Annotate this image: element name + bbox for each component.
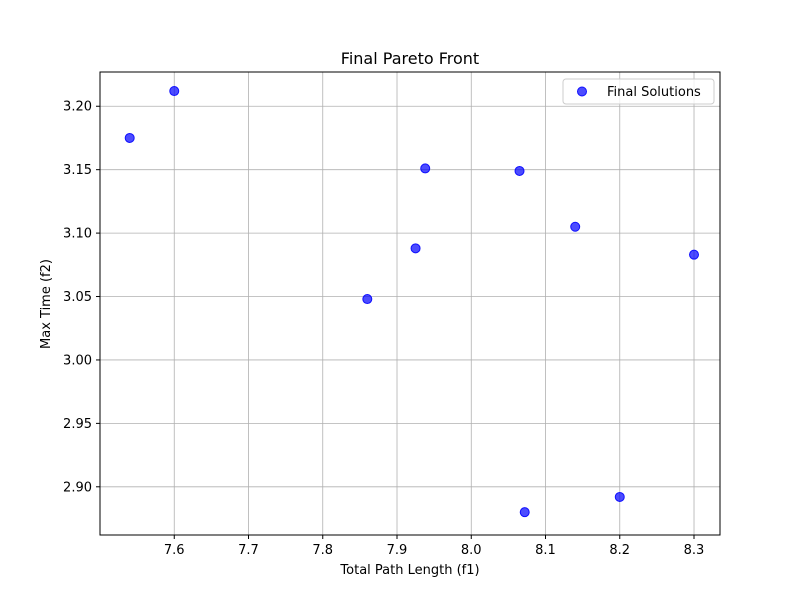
data-point: [519, 507, 530, 518]
y-tick-label: 2.95: [63, 417, 92, 432]
legend-box: [562, 78, 715, 105]
x-tick-label: 8.0: [461, 543, 482, 558]
legend: Final Solutions: [562, 78, 715, 105]
x-tick-label: 7.9: [387, 543, 408, 558]
y-axis-ticks: 2.90 2.95 3.00 3.05 3.10 3.15 3.20: [63, 100, 100, 495]
plot-frame: [99, 71, 721, 536]
chart-title: Final Pareto Front: [341, 49, 479, 68]
x-axis-title: Total Path Length (f1): [339, 563, 479, 578]
x-tick-label: 8.1: [535, 543, 556, 558]
y-tick-label: 3.05: [63, 290, 92, 305]
data-point: [614, 491, 625, 502]
x-axis-ticks: 7.6 7.7 7.8 7.9 8.0 8.1 8.2 8.3: [164, 535, 704, 558]
data-point: [169, 86, 180, 97]
legend-label: Final Solutions: [607, 85, 701, 100]
data-point: [410, 243, 421, 254]
x-tick-label: 8.3: [684, 543, 705, 558]
y-tick-label: 2.90: [63, 480, 92, 495]
grid: [100, 72, 720, 535]
data-point: [124, 132, 135, 143]
data-point: [514, 165, 525, 176]
data-points: [124, 86, 700, 518]
data-point: [420, 163, 431, 174]
y-axis-title: Max Time (f2): [39, 259, 54, 349]
x-tick-label: 8.2: [609, 543, 630, 558]
data-point: [689, 249, 700, 260]
y-tick-label: 3.15: [63, 163, 92, 178]
x-tick-label: 7.6: [164, 543, 185, 558]
data-point: [570, 221, 581, 232]
y-tick-label: 3.20: [63, 100, 92, 115]
y-tick-label: 3.00: [63, 353, 92, 368]
y-tick-label: 3.10: [63, 227, 92, 242]
legend-marker: [577, 86, 587, 97]
x-tick-label: 7.7: [238, 543, 259, 558]
x-tick-label: 7.8: [312, 543, 333, 558]
data-point: [362, 294, 373, 305]
